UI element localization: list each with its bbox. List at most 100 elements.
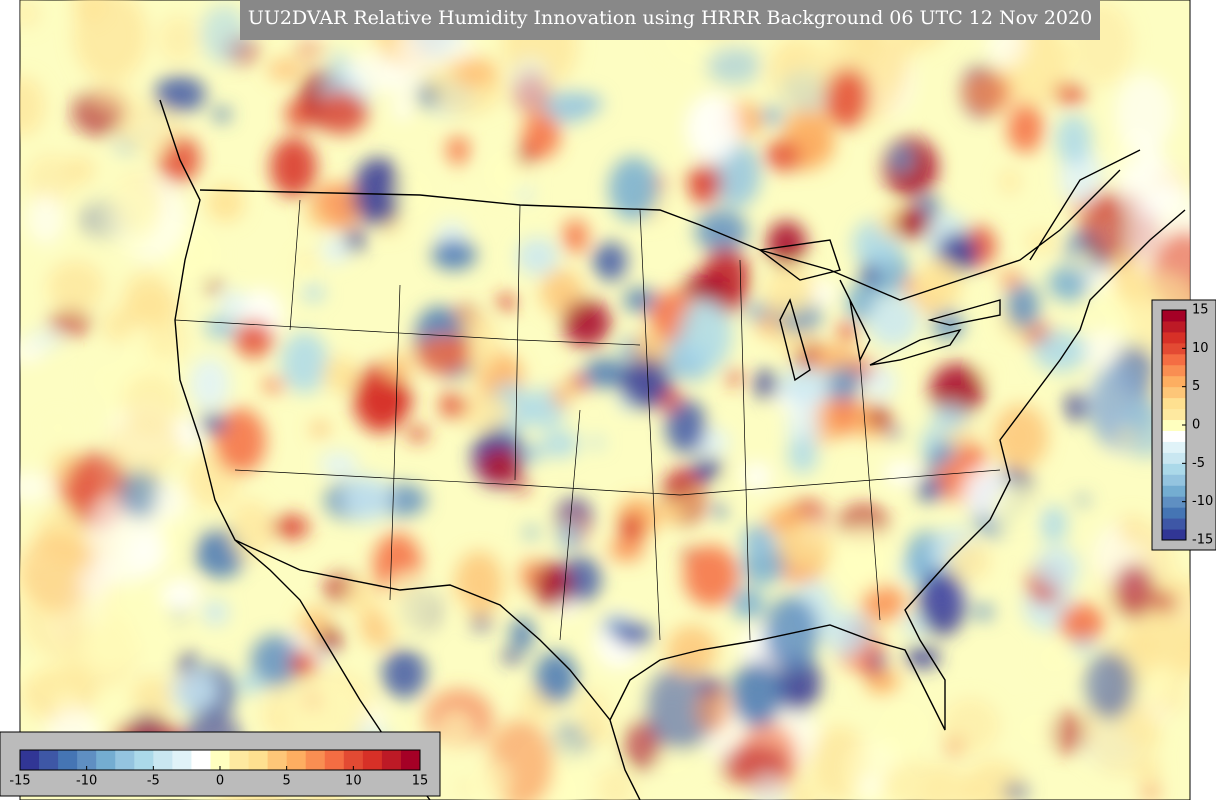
colorbar-tick-label: -10 bbox=[76, 774, 97, 789]
humidity-blob bbox=[787, 435, 818, 474]
humidity-blob bbox=[889, 144, 913, 173]
humidity-blob bbox=[47, 308, 92, 337]
humidity-blob bbox=[321, 236, 350, 264]
colorbar-step bbox=[115, 750, 135, 770]
humidity-blob bbox=[237, 673, 265, 694]
humidity-blob bbox=[869, 406, 890, 428]
humidity-blob bbox=[583, 358, 626, 389]
humidity-blob bbox=[836, 523, 892, 592]
humidity-blob bbox=[871, 652, 886, 670]
colorbar-tick-label: -10 bbox=[1192, 494, 1213, 509]
humidity-blob bbox=[446, 135, 470, 165]
humidity-blob bbox=[345, 228, 365, 252]
humidity-blob bbox=[20, 530, 97, 613]
humidity-blob bbox=[1115, 73, 1174, 154]
humidity-blob bbox=[471, 616, 492, 630]
colorbar-step bbox=[343, 750, 364, 770]
humidity-blob bbox=[431, 239, 477, 271]
humidity-blob bbox=[71, 0, 106, 21]
humidity-blob bbox=[972, 604, 995, 620]
humidity-blob bbox=[1003, 782, 1030, 800]
humidity-blob bbox=[861, 263, 878, 286]
humidity-blob bbox=[765, 37, 834, 107]
colorbar-step bbox=[77, 750, 97, 770]
humidity-blob bbox=[91, 82, 137, 111]
humidity-blob bbox=[199, 413, 227, 434]
humidity-blob bbox=[213, 107, 231, 122]
humidity-blob bbox=[1001, 269, 1021, 290]
humidity-blob bbox=[1088, 284, 1121, 314]
humidity-blob bbox=[157, 15, 199, 63]
humidity-blob bbox=[883, 761, 954, 800]
humidity-blob bbox=[905, 646, 941, 669]
colorbar-step bbox=[324, 750, 345, 770]
colorbar-step bbox=[286, 750, 307, 770]
colorbar-tick-label: 0 bbox=[1192, 418, 1200, 433]
colorbar-step bbox=[1162, 463, 1186, 475]
humidity-blob bbox=[20, 340, 45, 364]
humidity-blob bbox=[1015, 711, 1058, 747]
humidity-blob bbox=[915, 476, 943, 502]
humidity-blob bbox=[1055, 114, 1092, 165]
humidity-blob bbox=[682, 274, 730, 303]
humidity-blob bbox=[60, 605, 88, 645]
humidity-blob bbox=[496, 294, 516, 311]
humidity-blob bbox=[962, 70, 1013, 116]
humidity-blob bbox=[306, 203, 328, 226]
colorbar-step bbox=[39, 750, 59, 770]
humidity-blob bbox=[456, 394, 513, 429]
humidity-blob bbox=[661, 501, 683, 525]
humidity-blob bbox=[524, 526, 539, 540]
humidity-blob bbox=[608, 156, 659, 221]
colorbar-step bbox=[1162, 353, 1186, 366]
humidity-blob bbox=[786, 406, 822, 446]
humidity-blob bbox=[102, 307, 135, 342]
humidity-blob bbox=[200, 5, 248, 64]
humidity-blob bbox=[1084, 651, 1135, 720]
humidity-blob bbox=[1050, 711, 1088, 754]
boundaries bbox=[159, 99, 1186, 800]
humidity-blob bbox=[77, 561, 114, 598]
humidity-blob bbox=[718, 472, 749, 496]
humidity-blob bbox=[552, 384, 571, 409]
humidity-blob bbox=[645, 665, 718, 751]
humidity-blob bbox=[1075, 495, 1090, 505]
humidity-blob bbox=[686, 488, 704, 504]
humidity-blob bbox=[562, 219, 589, 254]
humidity-blob bbox=[575, 689, 610, 734]
humidity-blob bbox=[437, 712, 474, 758]
colorbar-step bbox=[1162, 397, 1186, 410]
humidity-blob bbox=[934, 443, 953, 460]
colorbar-step bbox=[381, 750, 402, 770]
humidity-blob bbox=[678, 299, 732, 372]
humidity-blob bbox=[382, 648, 427, 699]
colorbar-step bbox=[58, 750, 78, 770]
humidity-blob bbox=[992, 404, 1049, 470]
colorbar-tick-label: 10 bbox=[345, 774, 362, 789]
humidity-blob bbox=[302, 283, 325, 302]
colorbar-tick-label: 0 bbox=[216, 774, 224, 789]
colorbar-step bbox=[1162, 474, 1186, 486]
colorbar-step bbox=[1162, 441, 1186, 453]
humidity-blob bbox=[1053, 82, 1086, 105]
humidity-blob bbox=[688, 163, 722, 205]
humidity-blob bbox=[594, 242, 628, 282]
humidity-blob bbox=[761, 106, 784, 125]
humidity-blob bbox=[706, 46, 761, 85]
colorbar-step bbox=[210, 750, 231, 770]
humidity-blob bbox=[280, 332, 329, 394]
colorbar-step bbox=[1162, 375, 1186, 388]
humidity-blob bbox=[999, 169, 1020, 194]
humidity-blob bbox=[867, 294, 919, 348]
humidity-blob bbox=[883, 461, 921, 486]
humidity-blob bbox=[130, 676, 178, 718]
humidity-blob bbox=[90, 361, 124, 399]
humidity-blob bbox=[534, 651, 578, 704]
humidity-blob bbox=[469, 759, 511, 800]
colorbar-tick-label: -15 bbox=[9, 774, 30, 789]
humidity-blob bbox=[250, 634, 302, 688]
humidity-blob bbox=[779, 520, 833, 573]
humidity-blob bbox=[270, 137, 317, 197]
humidity-blob bbox=[692, 456, 723, 483]
humidity-blob bbox=[1153, 591, 1177, 614]
